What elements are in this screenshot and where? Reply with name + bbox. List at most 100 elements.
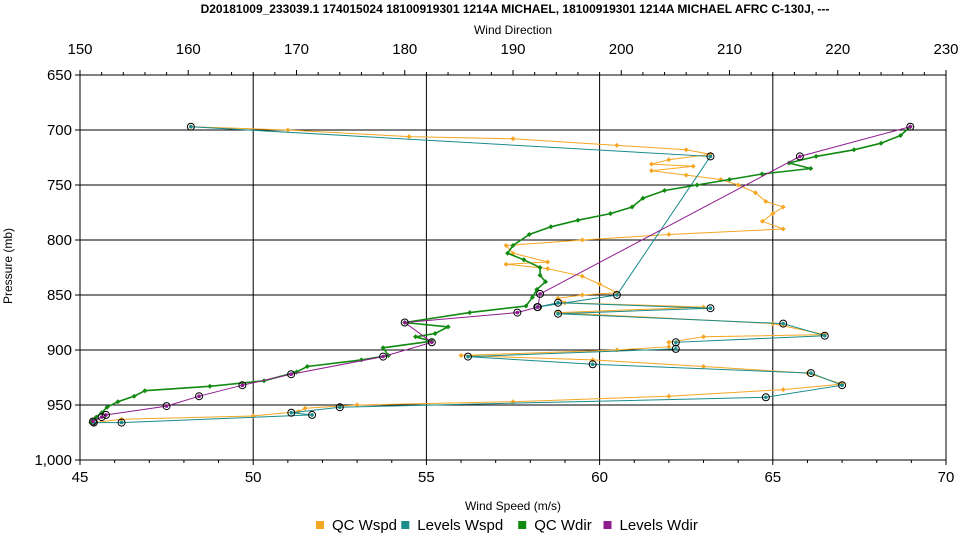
qc-wdir-point <box>467 310 473 316</box>
y-tick-label: 900 <box>47 342 72 359</box>
bottom-x-tick-label: 70 <box>938 469 955 486</box>
top-x-tick-label: 220 <box>825 41 850 58</box>
levels-wspd-point <box>335 403 344 412</box>
qc-wdir-line <box>90 126 911 424</box>
levels-wspd-point-dot <box>466 354 470 359</box>
qc-wspd-point <box>649 161 655 167</box>
levels-wspd-point-dot <box>119 420 124 425</box>
qc-wdir-point <box>131 393 137 399</box>
qc-wdir-point <box>640 195 646 201</box>
qc-wspd-line <box>93 126 843 424</box>
levels-wspd-point-dot <box>615 293 619 297</box>
legend-swatch <box>316 521 324 529</box>
legend-swatch <box>518 521 527 529</box>
qc-wdir-point <box>898 133 904 138</box>
qc-wdir-point <box>115 399 121 405</box>
qc-wspd-point <box>406 134 412 140</box>
qc-wdir-point <box>537 272 543 278</box>
levels-wdir-point <box>906 122 915 131</box>
top-x-tick-label: 210 <box>717 41 742 58</box>
top-x-tick-label: 150 <box>67 41 92 58</box>
legend-item-levels-wdir: Levels Wdir <box>603 517 698 534</box>
levels-wdir-point <box>88 417 97 426</box>
levels-wdir-point <box>97 413 106 422</box>
levels-wspd-point-dot <box>674 340 678 345</box>
legend-swatch <box>603 521 612 529</box>
qc-wspd-point <box>458 353 464 358</box>
qc-wspd-point <box>780 204 786 210</box>
qc-wdir-point <box>510 243 516 248</box>
qc-wspd-point <box>614 347 620 353</box>
legend-label: Levels Wspd <box>417 517 503 534</box>
qc-wspd-point <box>302 405 308 411</box>
qc-wdir-point <box>537 265 543 270</box>
qc-wspd-point <box>683 147 689 153</box>
levels-wspd-point <box>287 408 296 417</box>
bottom-x-tick-label: 65 <box>764 469 781 486</box>
qc-wdir-point <box>380 345 386 351</box>
qc-wdir-series <box>88 124 913 426</box>
qc-wspd-point <box>285 127 291 133</box>
qc-wspd-point <box>503 261 509 267</box>
levels-wspd-point-dot <box>809 371 813 375</box>
qc-wspd-point <box>735 182 741 188</box>
levels-wdir-point <box>533 303 542 312</box>
qc-wspd-point <box>759 218 765 224</box>
levels-wspd-point-dot <box>338 405 342 410</box>
levels-wspd-point <box>671 344 680 353</box>
bottom-x-tick-label: 50 <box>245 469 262 486</box>
levels-wdir-point-dot <box>515 310 520 315</box>
legend-label: Levels Wdir <box>620 517 698 534</box>
qc-wdir-point <box>629 204 635 210</box>
levels-wspd-point-dot <box>556 300 560 305</box>
levels-wdir-point-dot <box>402 320 407 325</box>
qc-wspd-point <box>763 199 769 204</box>
levels-wspd-point-dot <box>840 383 844 388</box>
qc-wdir-point <box>575 217 581 223</box>
levels-wdir-point-dot <box>381 354 385 359</box>
legend-label: QC Wspd <box>332 517 397 534</box>
qc-wdir-point <box>548 224 554 230</box>
qc-wspd-point <box>666 393 672 399</box>
levels-wdir-point <box>400 318 409 327</box>
levels-wdir-point-dot <box>164 404 169 408</box>
qc-wspd-point <box>579 273 585 279</box>
qc-wspd-point <box>545 259 551 265</box>
qc-wdir-point <box>607 211 613 217</box>
y-tick-label: 650 <box>47 67 72 84</box>
qc-wspd-point <box>690 163 696 169</box>
levels-wdir-point <box>238 381 247 390</box>
qc-wdir-point <box>521 257 527 263</box>
levels-wspd-point-dot <box>764 395 768 400</box>
qc-wdir-point <box>694 182 700 188</box>
legend-item-qc-wspd: QC Wspd <box>316 517 397 534</box>
levels-wspd-point <box>706 152 715 161</box>
levels-wspd-point <box>806 369 815 378</box>
qc-wdir-point <box>445 324 451 330</box>
levels-wspd-point <box>554 298 563 307</box>
top-x-tick-label: 200 <box>609 41 634 58</box>
qc-wspd-point <box>666 232 672 237</box>
qc-wdir-point <box>505 250 511 256</box>
qc-wdir-point <box>526 232 532 237</box>
qc-wdir-point <box>304 364 310 369</box>
levels-wspd-point <box>588 360 597 369</box>
levels-wspd-point <box>779 319 788 328</box>
qc-wdir-point <box>207 383 213 389</box>
levels-wspd-point <box>463 352 472 361</box>
levels-wdir-point-dot <box>908 124 913 129</box>
top-x-tick-label: 180 <box>392 41 417 58</box>
levels-wspd-point <box>554 309 563 318</box>
levels-wdir-point-dot <box>289 372 293 377</box>
top-axis-title: Wind Direction <box>474 23 552 37</box>
qc-wspd-point <box>666 344 672 350</box>
y-tick-label: 800 <box>47 232 72 249</box>
qc-wspd-point <box>666 157 672 163</box>
levels-wspd-point-dot <box>708 306 713 311</box>
qc-wspd-point <box>666 339 672 345</box>
levels-wspd-point <box>612 291 621 299</box>
top-x-tick-label: 230 <box>933 41 958 58</box>
qc-wdir-point <box>523 303 529 309</box>
